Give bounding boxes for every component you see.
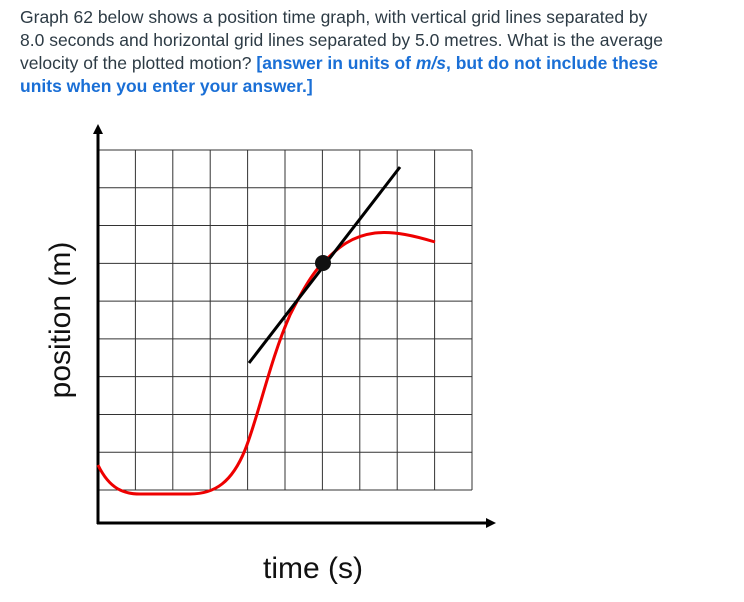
units: m/s	[415, 53, 447, 73]
tangent-point	[315, 255, 331, 271]
question-line: velocity of the plotted motion?	[20, 53, 257, 73]
instruction: [answer in units of m/s, but do not incl…	[20, 53, 658, 96]
instruction-text: [answer in units of	[256, 53, 416, 73]
instruction-text: units when you enter your answer.]	[20, 76, 313, 96]
question-line: Graph 62 below shows a position time gra…	[20, 7, 648, 27]
x-axis-label: time (s)	[263, 552, 363, 585]
y-arrow	[93, 124, 103, 134]
grid	[97, 149, 473, 491]
question: Graph 62 below shows a position time gra…	[20, 6, 663, 98]
position-curve	[96, 231, 436, 496]
x-arrow	[486, 518, 496, 528]
y-axis-label: position (m)	[44, 242, 77, 399]
instruction-text: , but do not include these	[446, 53, 658, 73]
question-line: 8.0 seconds and horizontal grid lines se…	[20, 30, 664, 50]
